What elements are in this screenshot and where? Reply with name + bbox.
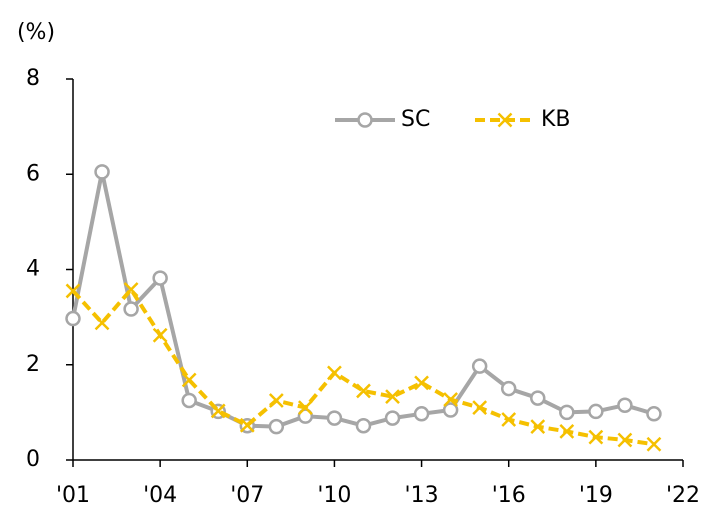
point: [123, 301, 139, 317]
point: [239, 417, 255, 433]
y-tick-label: 2: [26, 352, 40, 377]
point: [385, 389, 400, 405]
legend-marker: [357, 112, 373, 128]
point: [181, 372, 197, 388]
point: [181, 392, 197, 409]
point: [327, 365, 342, 381]
legend-label: SC: [401, 107, 430, 132]
point: [442, 402, 459, 418]
x-tick-label: '19: [579, 483, 613, 508]
point: [413, 406, 430, 422]
point: [356, 383, 371, 399]
legend-marker: [497, 112, 513, 128]
point: [559, 424, 575, 439]
series-line: [71, 287, 655, 447]
point: [152, 327, 168, 343]
point: [268, 393, 284, 408]
point: [500, 380, 517, 397]
x-tick-label: '13: [405, 483, 439, 508]
point: [471, 358, 488, 374]
point: [123, 282, 139, 297]
point: [65, 310, 81, 327]
x-tick-label: '04: [143, 483, 177, 508]
point: [588, 403, 604, 420]
point: [530, 419, 546, 435]
series-markers: [65, 282, 662, 452]
y-tick-label: 8: [26, 66, 40, 91]
x-tick-label: '10: [317, 483, 351, 508]
y-tick-label: 6: [26, 161, 40, 186]
point: [94, 164, 110, 180]
x-tick-label: '01: [56, 483, 90, 508]
point: [94, 315, 110, 331]
x-tick-label: '16: [492, 483, 526, 508]
point: [443, 392, 459, 407]
point: [384, 410, 401, 426]
point: [501, 412, 517, 427]
point: [152, 270, 168, 286]
legend-item: KB: [475, 107, 571, 132]
point: [530, 390, 546, 406]
y-axis-label: (%): [17, 20, 55, 45]
y-tick-label: 4: [26, 257, 40, 282]
point: [297, 400, 313, 415]
point: [355, 417, 372, 434]
x-tick-label: '22: [666, 483, 700, 508]
point: [646, 436, 662, 452]
point: [472, 400, 488, 415]
series-markers: [65, 164, 662, 435]
legend-item: SC: [335, 107, 430, 132]
point: [210, 403, 226, 419]
x-tick-label: '07: [230, 483, 264, 508]
series-line: [71, 169, 655, 429]
point: [297, 408, 314, 424]
point: [559, 404, 575, 421]
legend-label: KB: [541, 107, 571, 132]
point: [414, 375, 429, 391]
point: [617, 397, 633, 413]
point: [588, 429, 604, 445]
y-tick-label: 0: [26, 447, 40, 472]
point: [646, 406, 662, 422]
point: [617, 432, 633, 448]
point: [268, 418, 285, 435]
point: [326, 410, 343, 426]
point: [65, 283, 81, 299]
